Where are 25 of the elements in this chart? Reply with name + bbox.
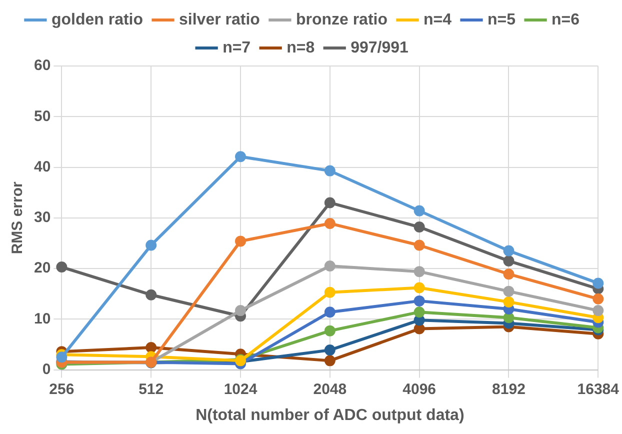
x-tick-label: 4096 <box>402 380 436 398</box>
legend-label: n=5 <box>488 11 516 28</box>
y-tick-label: 20 <box>34 260 51 277</box>
y-tick-label: 40 <box>34 158 51 176</box>
legend-label: bronze ratio <box>296 11 388 28</box>
x-axis-title: N(total number of ADC output data) <box>196 406 464 424</box>
legend-label: n=8 <box>286 39 315 56</box>
y-tick-label: 30 <box>34 209 51 226</box>
y-axis-title: RMS error <box>9 181 26 254</box>
y-tick-label: 60 <box>34 57 51 74</box>
legend-label: silver ratio <box>179 11 260 28</box>
x-tick-label: 512 <box>138 380 164 398</box>
x-tick-label: 2048 <box>313 380 347 398</box>
y-tick-label: 50 <box>34 108 51 125</box>
x-tick-label: 256 <box>49 380 74 398</box>
legend-label: n=7 <box>222 39 251 56</box>
x-tick-label: 1024 <box>224 380 258 398</box>
x-tick-label: 16384 <box>577 380 620 398</box>
y-tick-label: 0 <box>42 360 51 378</box>
x-tick-label: 8192 <box>492 380 526 398</box>
legend-label: n=4 <box>424 11 452 28</box>
legend-label: 997/991 <box>350 39 409 56</box>
y-tick-label: 10 <box>34 310 51 328</box>
legend-label: golden ratio <box>51 11 144 28</box>
legend-label: n=6 <box>552 11 580 28</box>
